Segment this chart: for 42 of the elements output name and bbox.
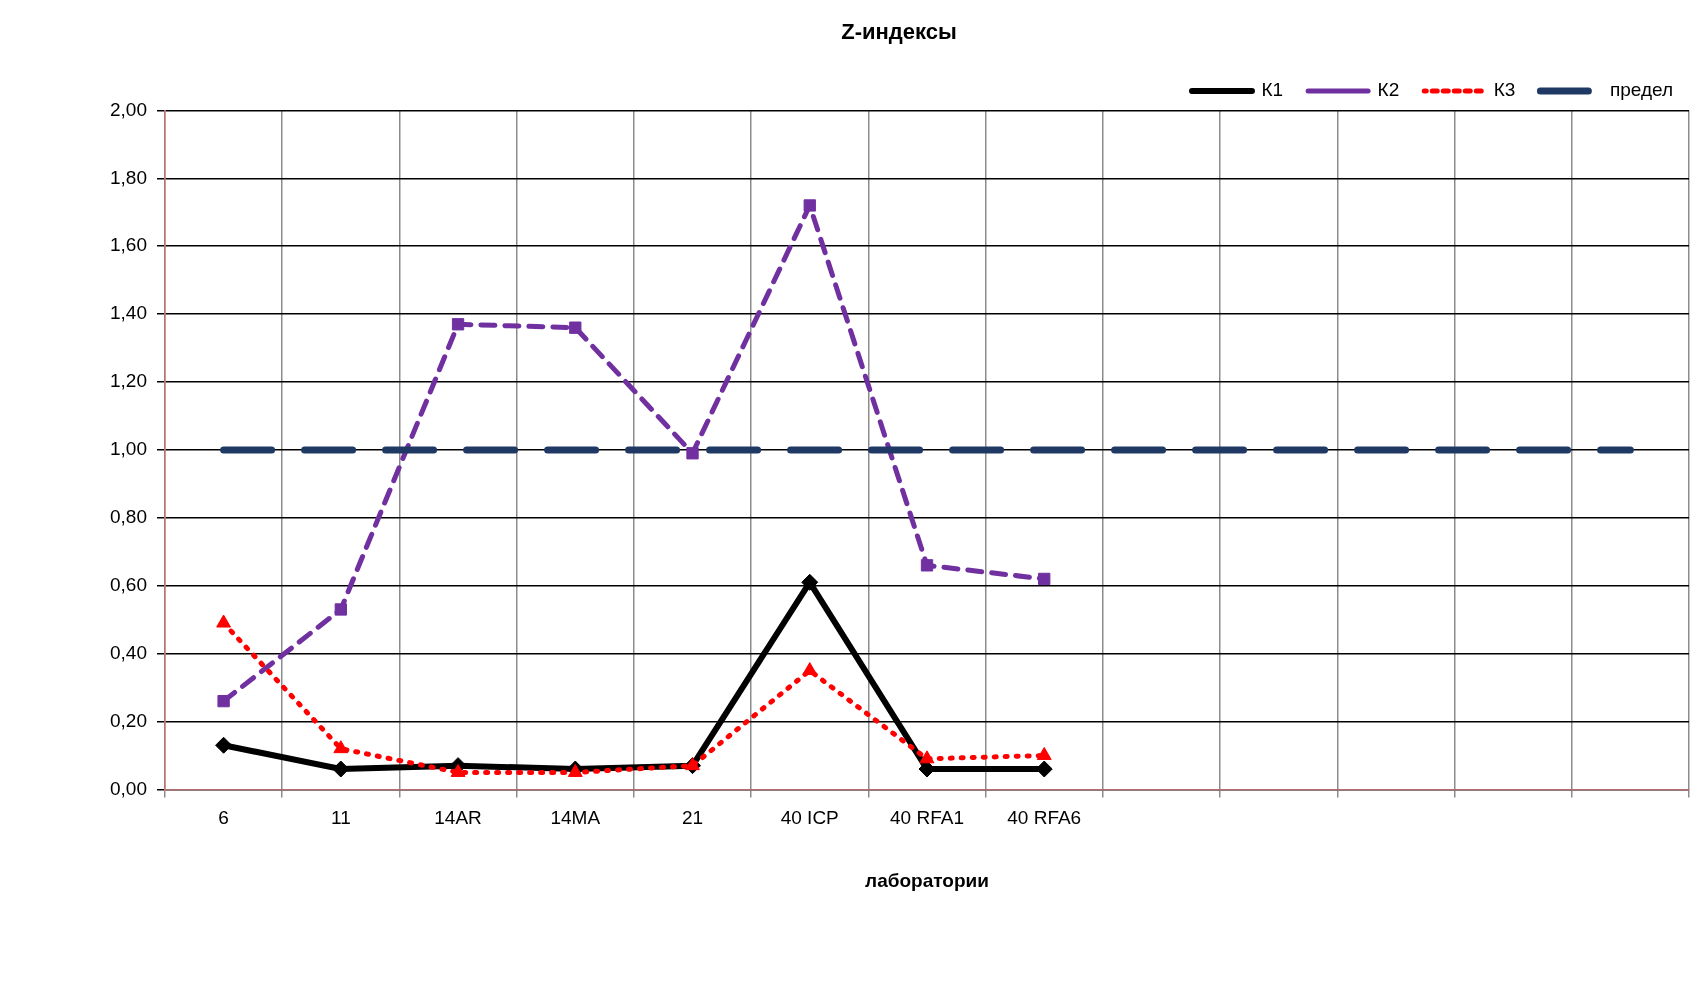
chart-title: Z-индексы <box>841 19 957 45</box>
point <box>450 763 466 777</box>
y-tick-label: 0,20 <box>110 709 147 731</box>
point <box>919 750 935 764</box>
x-tick-label: 40 RFA1 <box>890 807 964 829</box>
y-tick-label: 1,60 <box>110 234 147 256</box>
point <box>803 199 816 212</box>
point <box>801 573 819 591</box>
y-tick-label: 0,00 <box>110 777 147 799</box>
y-tick-label: 1,20 <box>110 370 147 392</box>
x-tick-label: 40 ICP <box>780 807 839 829</box>
x-tick-label: 21 <box>681 807 704 829</box>
point <box>920 559 934 572</box>
point <box>802 662 818 676</box>
x-axis-title: лаборатории <box>865 869 989 891</box>
y-tick-label: 1,40 <box>110 302 147 324</box>
x-tick-label: 6 <box>218 807 229 829</box>
point <box>215 736 233 754</box>
legend-label: предел <box>1609 79 1674 101</box>
legend-label: К1 <box>1261 79 1284 101</box>
y-tick-label: 2,00 <box>110 98 147 120</box>
legend-label: К2 <box>1377 79 1400 101</box>
point <box>1038 572 1051 586</box>
point <box>686 447 699 460</box>
x-tick-label: 11 <box>330 807 351 829</box>
point <box>217 694 230 708</box>
point <box>569 321 582 334</box>
x-tick-label: 14MA <box>550 807 601 829</box>
y-tick-label: 1,00 <box>110 438 147 460</box>
point <box>1036 746 1052 760</box>
y-tick-label: 0,60 <box>110 573 147 595</box>
legend-label: К3 <box>1493 79 1516 101</box>
y-tick-label: 0,40 <box>110 641 147 663</box>
point <box>451 318 465 331</box>
point <box>685 757 700 771</box>
point <box>333 740 349 754</box>
x-tick-label: 40 RFA6 <box>1007 807 1082 829</box>
point <box>334 603 347 616</box>
x-tick-label: 14AR <box>434 807 482 829</box>
y-tick-label: 1,80 <box>110 166 147 188</box>
y-tick-label: 0,80 <box>110 506 147 528</box>
point <box>216 614 232 628</box>
